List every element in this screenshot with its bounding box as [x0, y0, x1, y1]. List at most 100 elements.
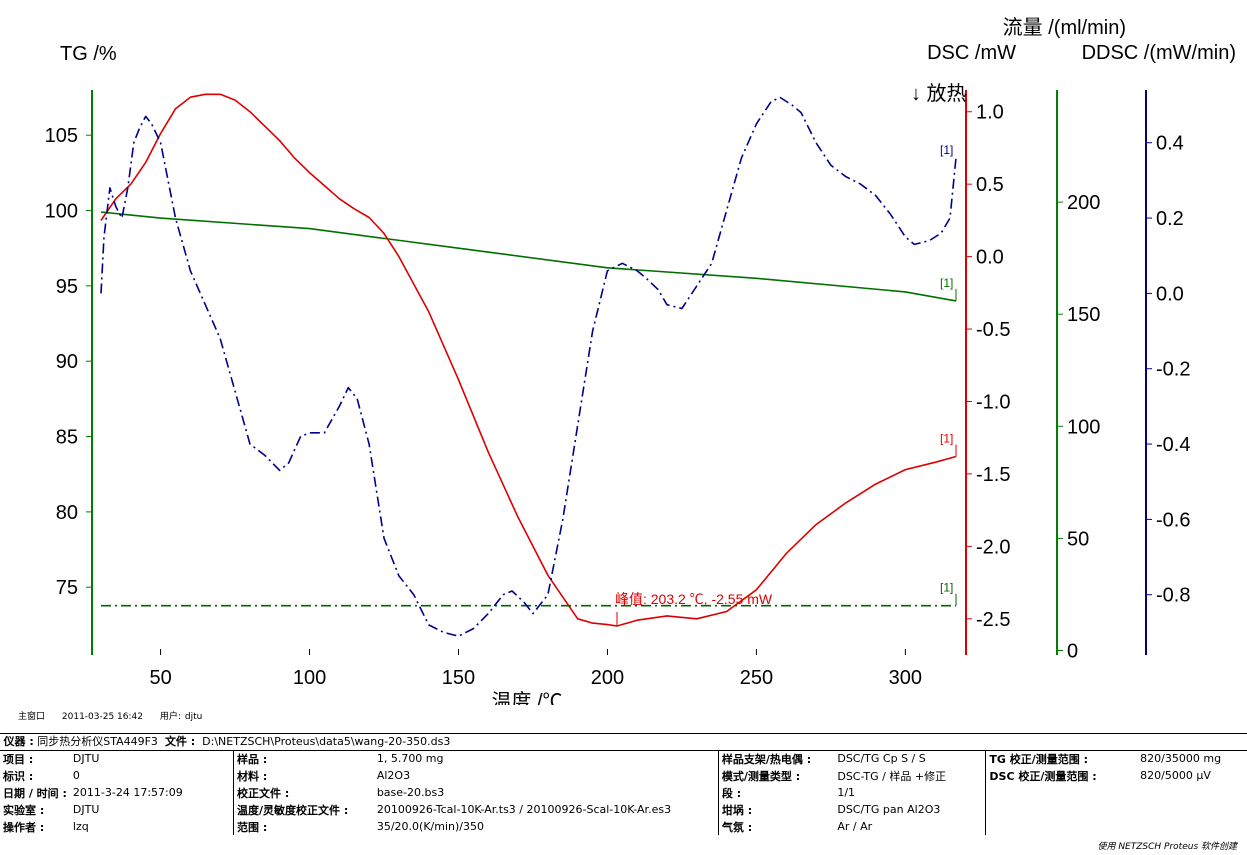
- info-key: 标识 :: [3, 769, 34, 783]
- series-end-label: [1]: [940, 432, 953, 446]
- flow-tick-label: 200: [1067, 192, 1100, 214]
- info-value: DSC-TG / 样品 +修正: [837, 769, 947, 783]
- info-value: 20100926-Tcal-10K-Ar.ts3 / 20100926-Scal…: [376, 803, 672, 816]
- info-row: 标识 : 0 材料 : Al2O3 模式/测量类型 : DSC-TG / 样品 +修正 DS…: [0, 767, 1247, 784]
- software-credit: 使用 NETZSCH Proteus 软件创建: [1097, 842, 1237, 852]
- info-key: [985, 784, 1138, 801]
- ddsc-axis-title: DDSC /(mW/min): [1082, 42, 1236, 64]
- ddsc-tick-label: 0.4: [1156, 133, 1184, 155]
- info-value: [1137, 801, 1247, 818]
- ddsc-tick-label: -0.2: [1156, 359, 1190, 381]
- info-key: 样品 :: [232, 750, 374, 767]
- measurement-info-table: 项目 : DJTU 样品 :1, 5.700 mg 样品支架/热电偶 : DSC/TG …: [0, 750, 1247, 835]
- info-value: 1, 5.700 mg: [376, 752, 444, 765]
- info-key: 实验室 :: [3, 803, 45, 817]
- ddsc-tick-label: 0.0: [1156, 283, 1184, 305]
- tg-tick-label: 95: [56, 276, 78, 298]
- tg-tick-label: 90: [56, 351, 78, 373]
- info-row: 日期 / 时间 : 2011-3-24 17:57:09 校正文件 : base-20…: [0, 784, 1247, 801]
- series-end-label: [1]: [940, 581, 953, 595]
- x-axis-title: 温度 /℃: [491, 690, 562, 705]
- flow-tick-label: 100: [1067, 416, 1100, 438]
- x-tick-label: 200: [591, 667, 624, 689]
- tg-tick-label: 85: [56, 427, 78, 449]
- info-value: 820/35000 mg: [1140, 752, 1222, 765]
- instrument-label: 仪器 :: [3, 735, 34, 748]
- info-key: 项目 :: [3, 752, 34, 766]
- info-value: Ar / Ar: [837, 820, 873, 833]
- x-tick-label: 100: [293, 667, 326, 689]
- tg-axis-title: TG /%: [60, 43, 117, 65]
- info-row: 实验室 : DJTU 温度/灵敏度校正文件 :20100926-Tcal-10K-A…: [0, 801, 1247, 818]
- flow-tick-label: 150: [1067, 304, 1100, 326]
- tg-tick-label: 105: [45, 125, 78, 147]
- info-key: 校正文件 :: [232, 784, 374, 801]
- info-key: 模式/测量类型 :: [717, 767, 835, 784]
- info-key: 材料 :: [232, 767, 374, 784]
- info-key: DSC 校正/测量范围 :: [985, 767, 1138, 784]
- info-value: [1137, 784, 1247, 801]
- info-value: 820/5000 μV: [1140, 769, 1211, 782]
- series-dsc-line: [100, 93, 957, 627]
- dsc-tick-label: -0.5: [976, 319, 1010, 341]
- file-value: D:\NETZSCH\Proteus\data5\wang-20-350.ds3: [202, 735, 451, 748]
- exo-direction-label: ↓ 放热: [911, 82, 967, 105]
- info-row: 操作者 : lzq 范围 :35/20.0(K/min)/350 气氛 : Ar / A…: [0, 818, 1247, 835]
- ddsc-tick-label: -0.6: [1156, 509, 1190, 531]
- info-value: 1/1: [837, 786, 856, 799]
- info-key: [985, 818, 1138, 835]
- info-value: Al2O3: [376, 769, 411, 782]
- chart-area: 105 100 95 90 85 80 75 1.0 0.5 0.0 -0.5 -1.0 -1.5 -2.…: [45, 16, 1236, 705]
- info-key: [985, 801, 1138, 818]
- info-key: 温度/灵敏度校正文件 :: [232, 801, 374, 818]
- series-tg-line: [100, 211, 957, 302]
- dsc-tick-label: -2.5: [976, 609, 1010, 631]
- info-value: 0: [72, 769, 80, 782]
- tg-tick-label: 80: [56, 502, 78, 524]
- window-label: 主窗口: [18, 712, 46, 722]
- info-key: 坩埚 :: [717, 801, 835, 818]
- x-tick-label: 300: [889, 667, 922, 689]
- info-row: 项目 : DJTU 样品 :1, 5.700 mg 样品支架/热电偶 : DSC/TG …: [0, 750, 1247, 767]
- x-tick-label: 50: [149, 667, 171, 689]
- dsc-tick-label: 1.0: [976, 102, 1004, 124]
- user-value: djtu: [184, 712, 203, 722]
- dsc-tick-label: -1.0: [976, 391, 1010, 413]
- info-value: 35/20.0(K/min)/350: [376, 820, 484, 833]
- window-info: 主窗口 2011-03-25 16:42 用户: djtu: [18, 709, 216, 722]
- info-key: 操作者 :: [3, 820, 45, 834]
- ddsc-tick-label: -0.8: [1156, 585, 1190, 607]
- x-tick-label: 250: [740, 667, 773, 689]
- peak-annotation: 峰值: 203.2 ℃, -2.55 mW: [615, 591, 773, 607]
- series-end-label: [1]: [940, 276, 953, 290]
- dsc-tick-label: -2.0: [976, 536, 1010, 558]
- flow-tick-label: 50: [1067, 528, 1089, 550]
- instrument-value: 同步热分析仪STA449F3: [37, 735, 158, 748]
- user-label: 用户:: [159, 712, 181, 722]
- dsc-tick-label: 0.5: [976, 174, 1004, 196]
- info-value: DSC/TG pan Al2O3: [837, 803, 941, 816]
- info-key: 段 :: [717, 784, 835, 801]
- file-label: 文件 :: [164, 735, 196, 748]
- series-ddsc-line: [100, 96, 957, 638]
- info-value: DJTU: [72, 752, 100, 765]
- window-datetime: 2011-03-25 16:42: [61, 712, 143, 722]
- dsc-tick-label: -1.5: [976, 464, 1010, 486]
- info-key: 日期 / 时间 :: [3, 786, 67, 800]
- info-value: base-20.bs3: [376, 786, 445, 799]
- info-key: 气氛 :: [717, 818, 835, 835]
- flow-tick-label: 0: [1067, 641, 1078, 663]
- info-value: DSC/TG Cp S / S: [837, 752, 926, 765]
- series-end-label: [1]: [940, 143, 953, 157]
- info-value: [1137, 818, 1247, 835]
- info-key: 样品支架/热电偶 :: [717, 750, 835, 767]
- info-key: 范围 :: [232, 818, 374, 835]
- instrument-bar: 仪器 : 同步热分析仪STA449F3 文件 : D:\NETZSCH\Prot…: [0, 733, 1247, 751]
- x-tick-label: 150: [442, 667, 475, 689]
- info-value: 2011-3-24 17:57:09: [72, 786, 183, 799]
- dsc-axis-title: DSC /mW: [927, 42, 1016, 64]
- ddsc-tick-label: 0.2: [1156, 208, 1184, 230]
- info-value: lzq: [72, 820, 89, 833]
- info-key: TG 校正/测量范围 :: [985, 750, 1138, 767]
- flow-axis-title: 流量 /(ml/min): [1003, 16, 1126, 39]
